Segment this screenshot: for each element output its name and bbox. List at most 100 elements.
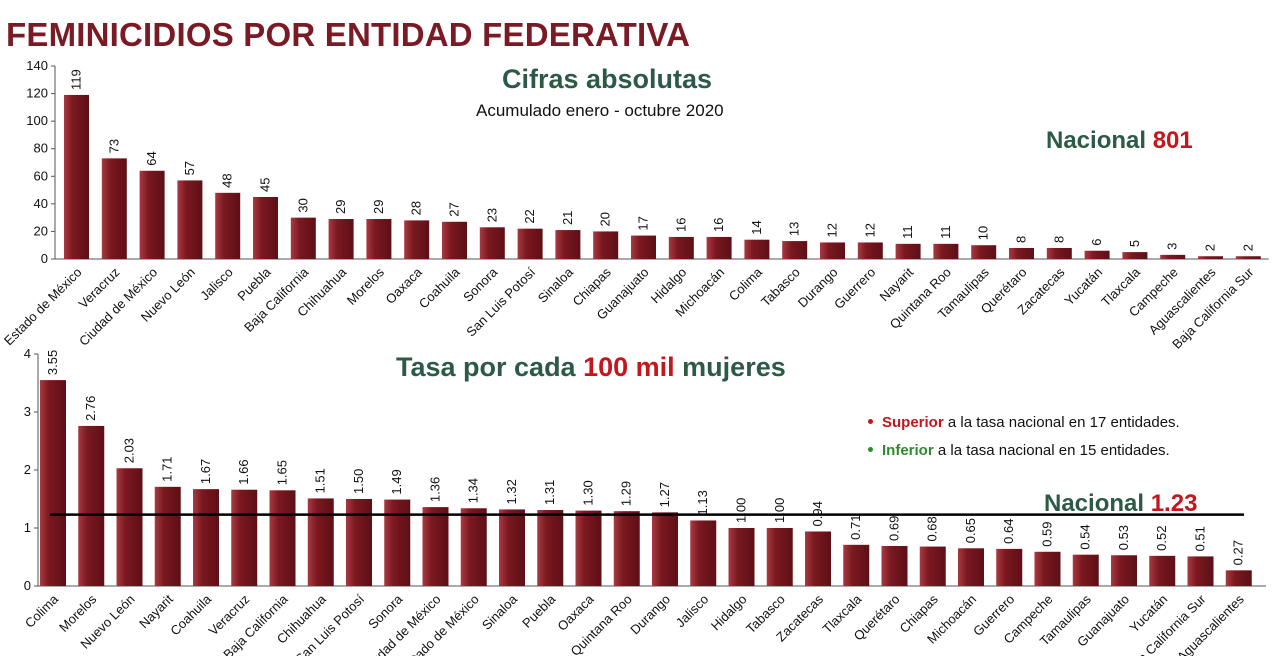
absolute-bar — [479, 227, 505, 259]
rate-bar — [78, 425, 105, 586]
absolute-category-label: Coahuila — [416, 264, 463, 311]
rate-bar — [1225, 570, 1252, 586]
rate-bar — [1072, 554, 1099, 586]
rate-bar — [996, 548, 1023, 586]
rate-bar — [919, 546, 946, 586]
rate-value-label: 1.49 — [389, 469, 404, 494]
legend-superior: Superior a la tasa nacional en 17 entida… — [868, 414, 1180, 431]
rate-value-label: 2.76 — [83, 396, 98, 421]
national-rate: Nacional 1.23 — [1044, 490, 1197, 518]
rate-bar — [575, 510, 602, 586]
rate-bar — [1034, 551, 1061, 586]
absolute-bar — [328, 219, 354, 259]
rate-bar — [384, 499, 411, 586]
legend-inferior-text: a la tasa nacional en 15 entidades. — [937, 442, 1170, 459]
absolute-y-tick-label: 0 — [41, 251, 48, 266]
absolute-value-label: 64 — [144, 151, 159, 165]
absolute-bar — [1009, 247, 1034, 259]
absolute-bar — [290, 217, 316, 259]
absolute-bar — [1235, 256, 1261, 259]
rate-bar — [40, 380, 66, 586]
rate-bar — [958, 548, 984, 586]
rate-value-label: 0.52 — [1154, 526, 1169, 551]
absolute-bar — [971, 245, 997, 259]
rate-bar — [307, 498, 334, 586]
rate-bar — [422, 507, 449, 586]
absolute-value-label: 12 — [862, 223, 877, 237]
rate-bar — [154, 486, 181, 586]
national-total-value: 801 — [1152, 127, 1193, 154]
absolute-bar — [857, 242, 883, 259]
rate-y-tick-label: 3 — [24, 404, 31, 419]
absolute-value-label: 6 — [1089, 238, 1104, 245]
absolute-bar — [517, 228, 543, 259]
absolute-value-label: 73 — [106, 139, 121, 153]
rate-bar — [881, 545, 908, 586]
absolute-value-label: 10 — [976, 226, 991, 240]
rate-value-label: 1.34 — [466, 478, 481, 503]
rate-value-label: 2.03 — [122, 438, 137, 463]
red-dot-icon — [868, 419, 873, 424]
rate-category-label: Sinaloa — [479, 591, 521, 633]
absolute-value-label: 21 — [560, 211, 575, 225]
legend-inferior-word: Inferior — [882, 442, 934, 459]
rate-bar — [269, 490, 296, 586]
rate-bar — [766, 528, 793, 586]
rate-value-label: 0.71 — [848, 515, 863, 540]
rate-value-label: 1.36 — [428, 477, 443, 502]
absolute-value-label: 16 — [673, 217, 688, 231]
absolute-value-label: 2 — [1240, 244, 1255, 251]
rate-bar — [537, 510, 564, 586]
absolute-bar — [668, 236, 694, 259]
rate-title-part1: Tasa por cada — [396, 352, 576, 382]
absolute-bar — [1084, 250, 1110, 259]
absolute-bar — [442, 221, 467, 259]
rate-bar — [231, 489, 258, 586]
rate-value-label: 1.71 — [160, 457, 175, 482]
rate-bar — [613, 511, 640, 586]
legend-superior-word: Superior — [882, 414, 944, 431]
rate-value-label: 1.13 — [695, 490, 710, 515]
rate-bar — [499, 509, 525, 586]
absolute-category-label: Yucatán — [1061, 265, 1105, 309]
rate-bar — [728, 528, 755, 586]
legend-inferior: Inferior a la tasa nacional en 15 entida… — [868, 442, 1170, 459]
absolute-value-label: 17 — [636, 216, 651, 230]
rate-value-label: 1.51 — [313, 468, 328, 493]
absolute-value-label: 48 — [220, 173, 235, 187]
rate-value-label: 0.53 — [1116, 525, 1131, 550]
page-title: FEMINICIDIOS POR ENTIDAD FEDERATIVA — [6, 16, 691, 53]
absolute-value-label: 29 — [333, 200, 348, 214]
absolute-value-label: 28 — [409, 201, 424, 215]
rate-value-label: 1.00 — [772, 498, 787, 523]
rate-value-label: 1.67 — [198, 459, 213, 484]
absolute-chart-subtitle: Acumulado enero - octubre 2020 — [476, 101, 724, 120]
rate-value-label: 0.68 — [925, 516, 940, 541]
absolute-bar — [366, 219, 392, 259]
rate-bar — [346, 499, 372, 586]
absolute-y-tick-label: 80 — [34, 141, 48, 156]
rate-category-label: Durango — [627, 592, 673, 638]
rate-value-label: 0.27 — [1231, 540, 1246, 565]
absolute-bar — [933, 243, 959, 259]
absolute-bar — [404, 220, 430, 259]
national-rate-value: 1.23 — [1150, 490, 1198, 517]
rate-value-label: 1.29 — [619, 481, 634, 506]
absolute-value-label: 45 — [258, 177, 273, 191]
absolute-bar — [593, 231, 619, 259]
absolute-bar — [177, 180, 203, 259]
absolute-y-tick-label: 60 — [34, 168, 48, 183]
rate-value-label: 1.32 — [504, 479, 519, 504]
absolute-value-label: 27 — [447, 202, 462, 216]
absolute-bar — [64, 94, 89, 259]
rate-bar — [1111, 555, 1137, 586]
legend-superior-text: a la tasa nacional en 17 entidades. — [947, 414, 1180, 431]
rate-bar — [116, 468, 143, 586]
absolute-y-tick-label: 100 — [26, 113, 48, 128]
absolute-bar — [555, 230, 581, 259]
rate-value-label: 0.65 — [963, 518, 978, 543]
absolute-bar — [253, 196, 278, 259]
absolute-bar — [101, 158, 127, 259]
rate-category-label: Coahuila — [167, 591, 214, 638]
